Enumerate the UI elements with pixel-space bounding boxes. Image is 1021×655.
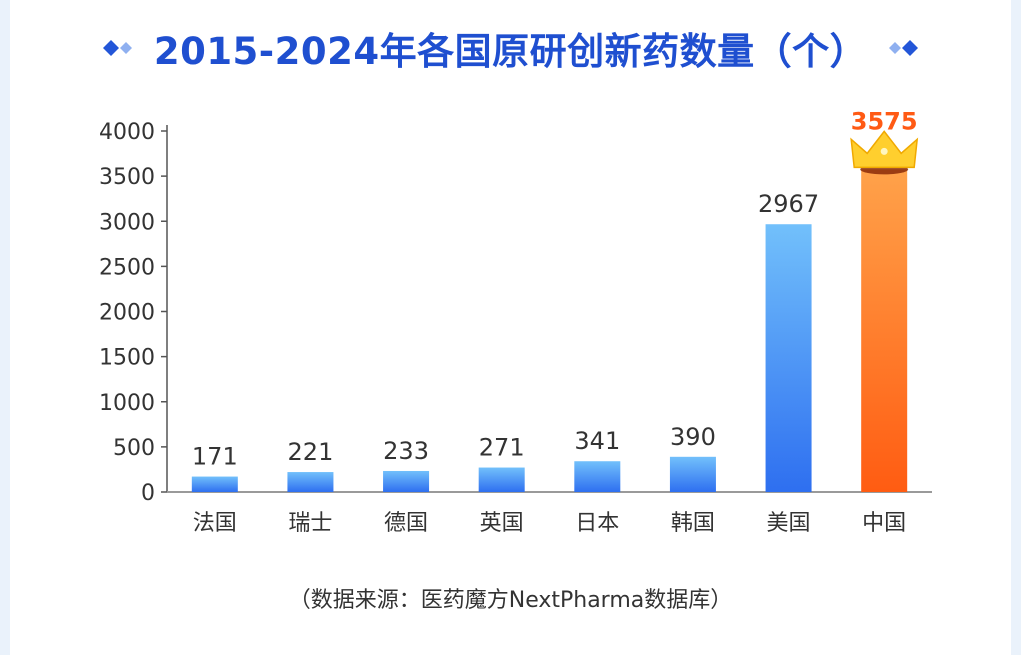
value-label-3: 233 bbox=[383, 437, 429, 465]
double-diamond-icon bbox=[889, 40, 919, 56]
x-tick-label: 韩国 bbox=[671, 511, 715, 536]
value-label-5: 341 bbox=[574, 427, 620, 455]
crown-jewel bbox=[880, 147, 888, 155]
bar-6 bbox=[669, 456, 716, 492]
bar-8 bbox=[861, 169, 908, 492]
x-tick-label: 日本 bbox=[575, 511, 619, 536]
x-tick-label: 德国 bbox=[384, 511, 428, 536]
bar-5 bbox=[574, 461, 621, 492]
crown-icon bbox=[850, 130, 919, 175]
bar-4 bbox=[478, 467, 525, 492]
y-tick-label: 2000 bbox=[99, 301, 155, 326]
x-tick-label: 法国 bbox=[193, 511, 237, 536]
y-tick-label: 2500 bbox=[99, 255, 155, 280]
y-tick-label: 4000 bbox=[99, 120, 155, 145]
value-label-7: 2967 bbox=[758, 190, 819, 218]
x-tick-label: 英国 bbox=[480, 511, 524, 536]
value-label-1: 171 bbox=[192, 443, 238, 471]
double-diamond-icon bbox=[102, 40, 132, 56]
y-tick-label: 3500 bbox=[99, 165, 155, 190]
value-label-4: 271 bbox=[479, 434, 525, 462]
title-row: 2015-2024年各国原研创新药数量（个） bbox=[0, 18, 1021, 78]
bar-1 bbox=[191, 476, 238, 492]
x-tick-label: 中国 bbox=[862, 511, 906, 536]
value-label-6: 390 bbox=[670, 423, 716, 451]
y-tick-label: 1000 bbox=[99, 391, 155, 416]
bar-7 bbox=[765, 224, 812, 492]
y-tick-label: 0 bbox=[141, 481, 155, 506]
bars bbox=[191, 169, 908, 492]
y-tick-label: 1500 bbox=[99, 346, 155, 371]
bar-2 bbox=[287, 472, 334, 492]
y-tick-label: 500 bbox=[113, 436, 155, 461]
x-tick-label: 瑞士 bbox=[288, 511, 332, 536]
value-label-2: 221 bbox=[288, 438, 334, 466]
x-tick-label: 美国 bbox=[767, 511, 811, 536]
chart-title: 2015-2024年各国原研创新药数量（个） bbox=[153, 30, 868, 73]
bar-3 bbox=[383, 470, 430, 492]
y-tick-label: 3000 bbox=[99, 210, 155, 235]
data-source-note: （数据来源：医药魔方NextPharma数据库） bbox=[288, 588, 733, 613]
chart-panel bbox=[10, 0, 1011, 655]
